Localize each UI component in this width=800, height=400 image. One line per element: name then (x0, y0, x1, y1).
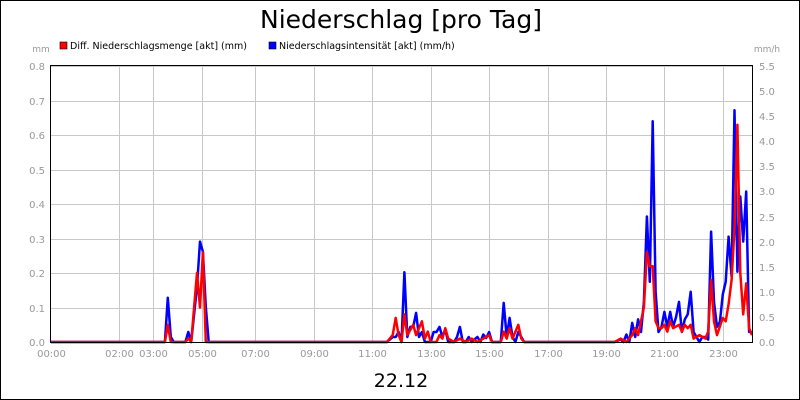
x-tick-label: 09:00 (300, 349, 329, 360)
chart-title: Niederschlag [pro Tag] (260, 5, 542, 34)
x-tick-label: 23:00 (709, 349, 738, 360)
y-right-tick-label: 4.0 (759, 137, 775, 148)
legend-item: Diff. Niederschlagsmenge [akt] (mm) (59, 41, 247, 52)
legend: Diff. Niederschlagsmenge [akt] (mm) Niede… (59, 41, 455, 52)
x-tick-label: 21:00 (650, 349, 679, 360)
legend-swatch (59, 41, 68, 50)
y-right-tick-label: 2.0 (759, 238, 775, 249)
x-tick-label: 07:00 (241, 349, 270, 360)
x-tick-label: 15:00 (475, 349, 504, 360)
y-left-tick-label: 0.6 (29, 131, 45, 142)
legend-swatch (268, 41, 277, 50)
series-line-niederschlagsintensitaet (51, 108, 752, 344)
tick-labels: 0.0 0.1 0.2 0.3 0.4 0.5 0.6 0.7 0.8 0.0 0.5 1.0 1.5 2… (29, 62, 775, 360)
y-left-tick-label: 0.5 (29, 166, 45, 177)
y-left-tick-label: 0.2 (29, 269, 45, 280)
y-left-tick-label: 0.0 (29, 338, 45, 349)
grid (51, 66, 752, 343)
plot-area-frame (50, 65, 753, 343)
right-axis-unit: mm/h (754, 45, 780, 55)
left-axis-unit: mm (32, 45, 50, 55)
series-line-niederschlagsmenge (51, 123, 754, 344)
x-tick-label: 13:00 (417, 349, 446, 360)
date-label: 22.12 (374, 370, 428, 392)
legend-label: Diff. Niederschlagsmenge [akt] (mm) (70, 41, 247, 52)
y-right-tick-label: 5.0 (759, 87, 775, 98)
x-tick-label: 19:00 (592, 349, 621, 360)
y-right-tick-label: 0.0 (759, 338, 775, 349)
y-left-tick-label: 0.8 (29, 62, 45, 73)
x-tick-label: 11:00 (358, 349, 387, 360)
y-right-tick-label: 3.0 (759, 187, 775, 198)
x-tick-label: 03:00 (139, 349, 168, 360)
legend-label: Niederschlagsintensität [akt] (mm/h) (279, 41, 455, 52)
x-tick-label: 17:00 (534, 349, 563, 360)
y-left-tick-label: 0.7 (29, 97, 45, 108)
x-tick-label: 00:00 (37, 349, 66, 360)
y-left-tick-label: 0.3 (29, 235, 45, 246)
y-right-tick-label: 3.5 (759, 162, 775, 173)
y-left-tick-label: 0.4 (29, 200, 45, 211)
legend-item: Niederschlagsintensität [akt] (mm/h) (268, 41, 455, 52)
y-right-tick-label: 0.5 (759, 313, 775, 324)
y-right-tick-label: 2.5 (759, 213, 775, 224)
series-layer (51, 108, 754, 344)
y-right-tick-label: 5.5 (759, 62, 775, 73)
x-tick-label: 05:00 (188, 349, 217, 360)
y-right-tick-label: 1.5 (759, 263, 775, 274)
y-right-tick-label: 1.0 (759, 288, 775, 299)
y-right-tick-label: 4.5 (759, 112, 775, 123)
x-tick-label: 02:00 (105, 349, 134, 360)
y-left-tick-label: 0.1 (29, 304, 45, 315)
